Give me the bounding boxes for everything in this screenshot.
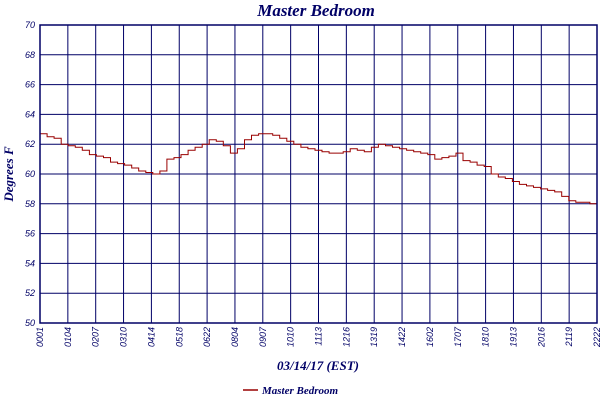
y-tick-labels: 50 52 54 56 58 60 62 64 66 68 70 (25, 20, 35, 328)
x-tick-label: 0001 (35, 327, 45, 347)
x-tick-label: 0104 (63, 327, 73, 347)
grid-lines (39, 24, 598, 324)
chart-title: Master Bedroom (256, 1, 375, 20)
x-tick-label: 1810 (481, 327, 491, 347)
x-tick-label: 0414 (146, 327, 156, 347)
y-tick-label: 58 (25, 199, 35, 209)
x-axis-title: 03/14/17 (EST) (277, 358, 359, 373)
x-tick-label: 1707 (453, 326, 463, 347)
x-tick-label: 1010 (286, 327, 296, 347)
y-tick-label: 60 (25, 169, 35, 179)
x-tick-label: 1113 (314, 327, 324, 346)
x-tick-label: 1602 (425, 327, 435, 347)
y-tick-label: 66 (25, 80, 35, 90)
y-tick-label: 68 (25, 50, 35, 60)
x-tick-label: 1319 (369, 327, 379, 347)
x-tick-label: 2222 (592, 327, 600, 348)
plot-frame (39, 24, 598, 324)
series-line-master-bedroom (40, 133, 598, 205)
x-tick-label: 2016 (536, 327, 546, 348)
y-tick-label: 52 (25, 288, 35, 298)
legend-label: Master Bedroom (261, 385, 339, 397)
x-tick-label: 1913 (508, 327, 518, 347)
y-tick-label: 56 (25, 229, 35, 239)
x-tick-label: 0907 (258, 326, 268, 347)
x-tick-label: 0207 (91, 326, 101, 347)
x-tick-labels: 0001 0104 0207 0310 0414 0518 0622 0804 0907 1010… (35, 326, 600, 348)
x-tick-label: 2119 (564, 327, 574, 347)
y-tick-label: 50 (25, 318, 35, 328)
x-tick-label: 0310 (119, 327, 129, 347)
x-tick-label: 1216 (341, 327, 351, 347)
x-tick-label: 0804 (230, 327, 240, 347)
y-tick-label: 62 (25, 139, 35, 149)
y-axis-title: Degrees F (1, 146, 16, 203)
x-tick-label: 0622 (202, 327, 212, 347)
y-tick-label: 70 (25, 20, 35, 30)
y-tick-label: 54 (25, 258, 35, 268)
x-tick-label: 1422 (397, 327, 407, 347)
y-tick-label: 64 (25, 109, 35, 119)
legend: Master Bedroom (243, 385, 339, 397)
x-tick-label: 0518 (174, 327, 184, 347)
